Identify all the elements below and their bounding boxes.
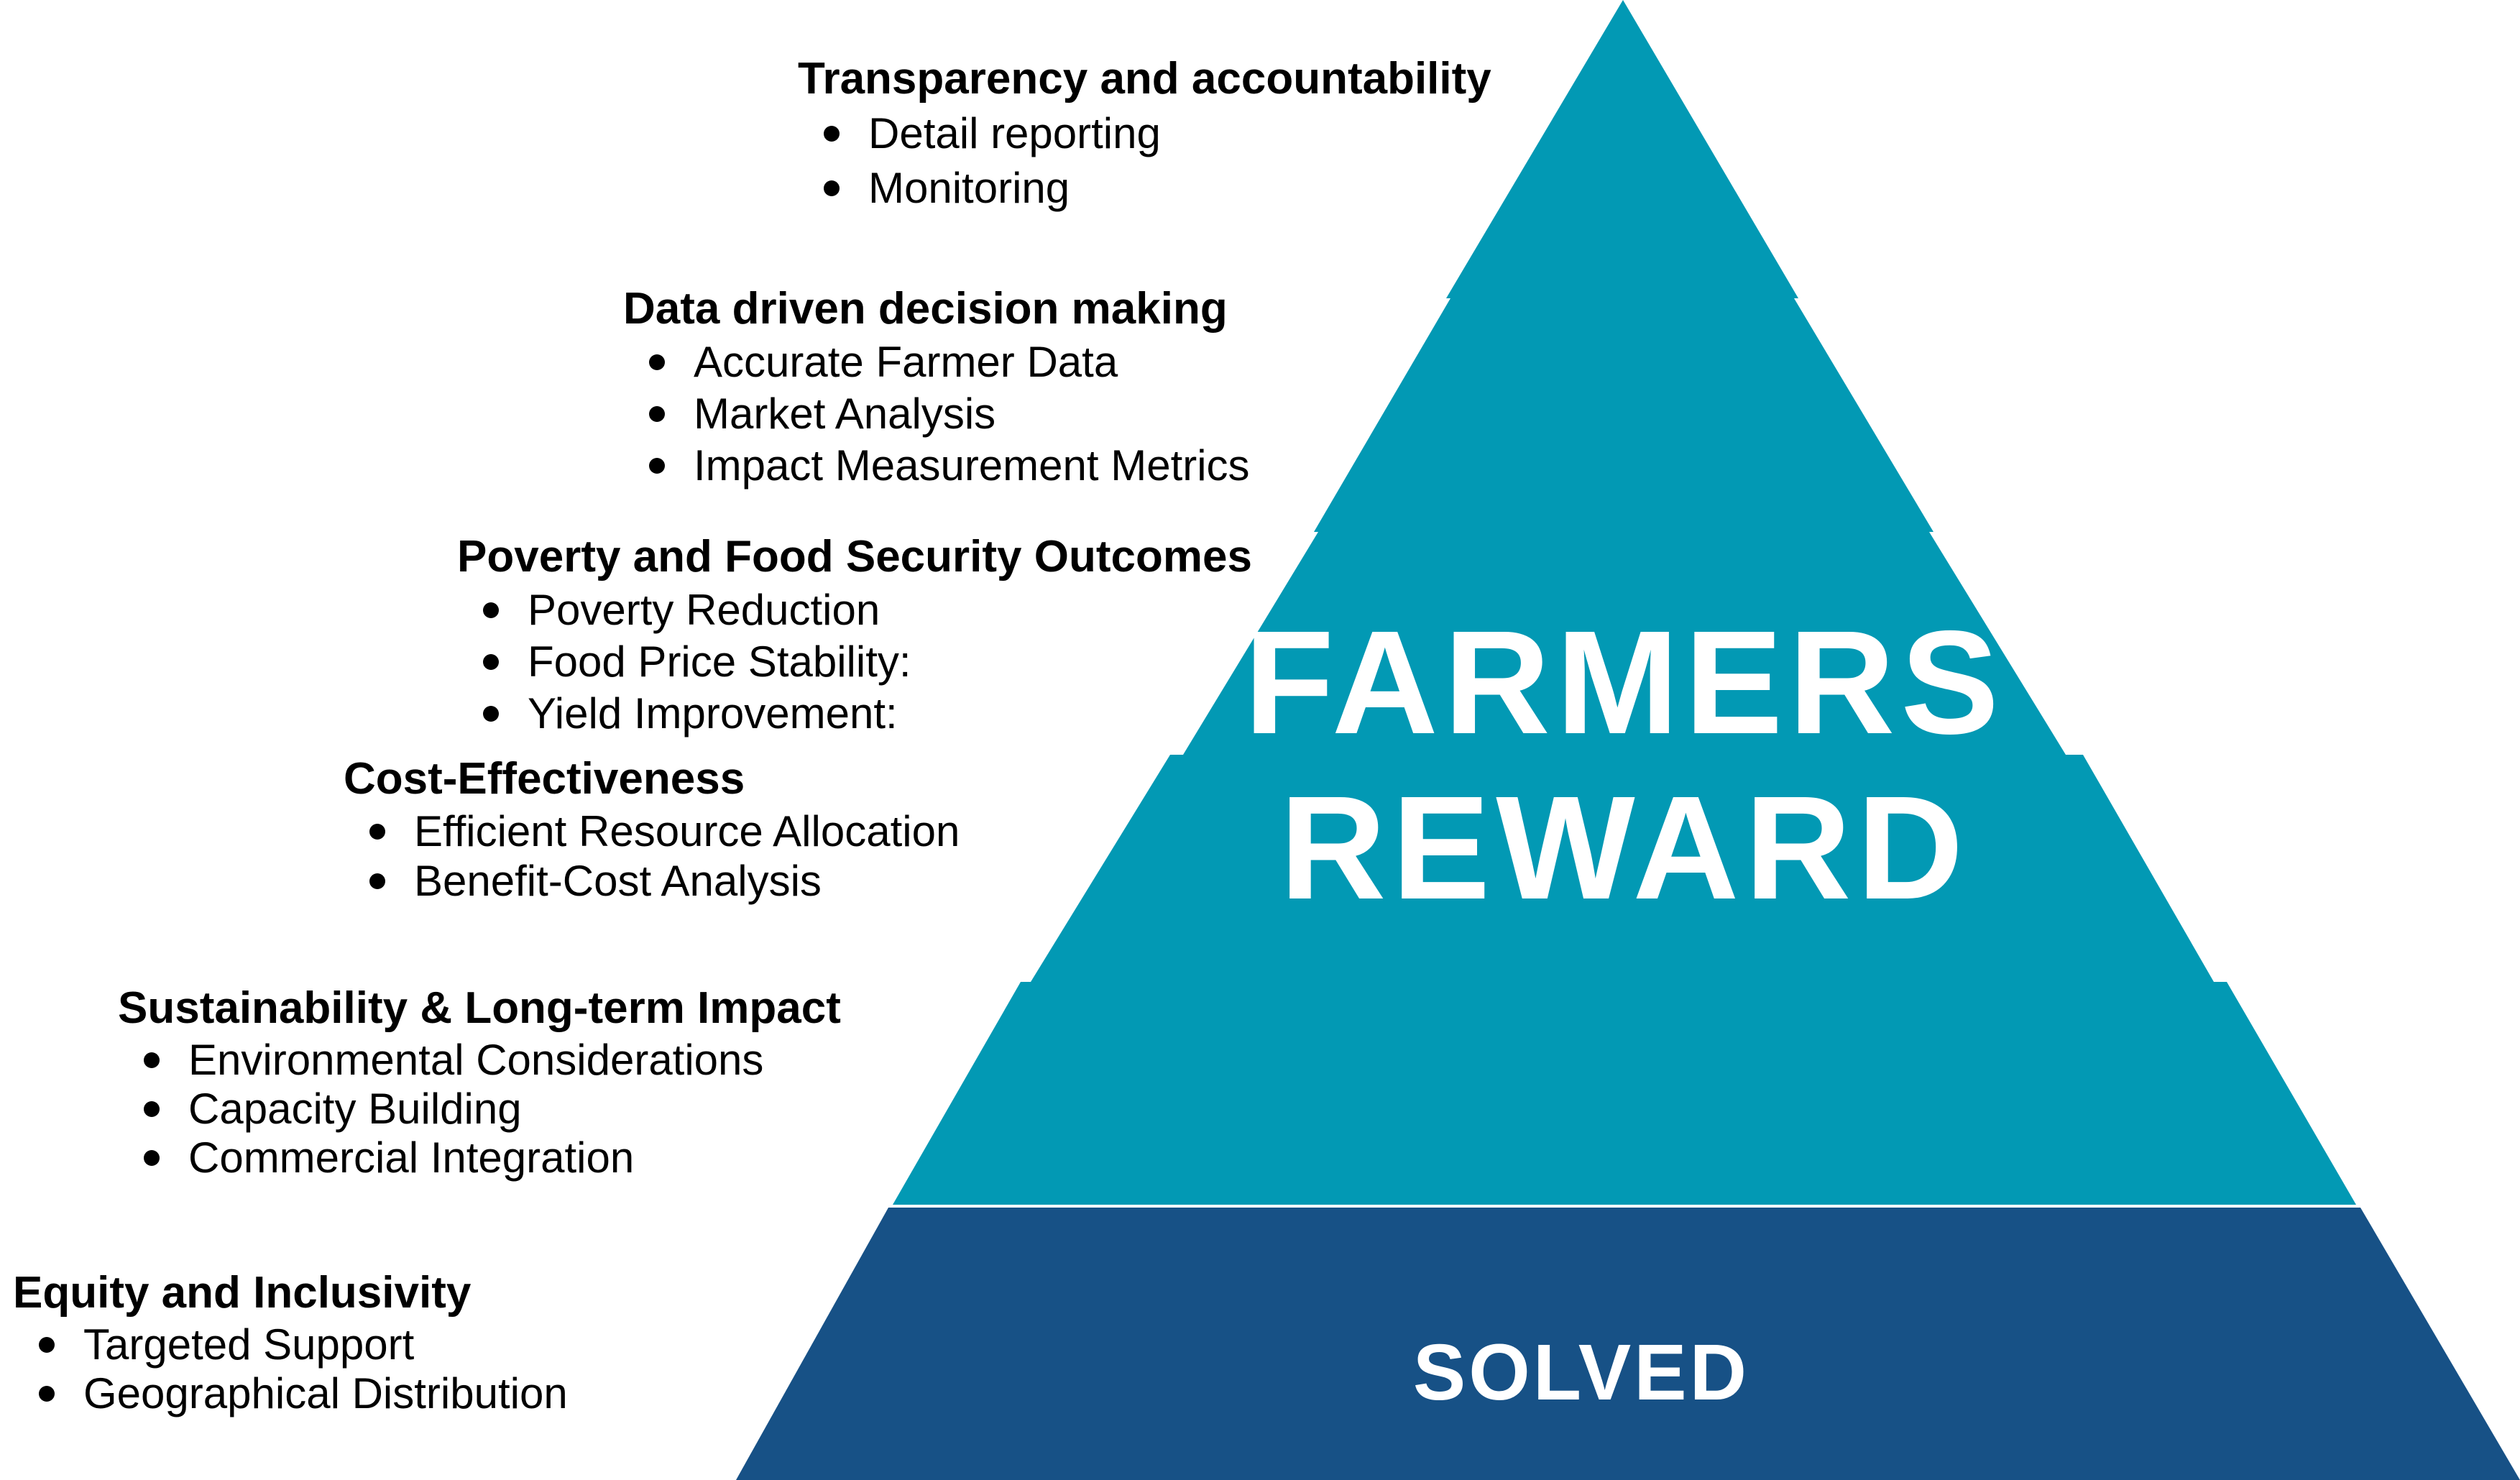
section-poverty-food-security: Poverty and Food Security Outcomes Pover… [457, 530, 1252, 740]
bullet-list: Efficient Resource Allocation Benefit-Co… [344, 806, 960, 906]
pyramid-tier-4 [1031, 755, 2214, 982]
pyramid-title-line-1: FARMERS [1243, 600, 2005, 765]
bullet-item: Food Price Stability: [483, 636, 1252, 688]
section-heading: Transparency and accountability [798, 54, 1491, 104]
section-cost-effectiveness: Cost-Effectiveness Efficient Resource Al… [344, 752, 960, 906]
section-transparency: Transparency and accountability Detail r… [798, 52, 1491, 216]
bullet-list: Poverty Reduction Food Price Stability: … [457, 584, 1252, 740]
section-heading: Poverty and Food Security Outcomes [457, 532, 1252, 582]
bullet-item: Detail reporting [824, 106, 1491, 161]
bullet-item: Geographical Distribution [39, 1369, 568, 1418]
bullet-item: Monitoring [824, 161, 1491, 216]
bullet-item: Efficient Resource Allocation [369, 806, 960, 856]
section-data-driven: Data driven decision making Accurate Far… [623, 282, 1250, 492]
section-heading: Data driven decision making [623, 284, 1228, 334]
pyramid-tier-1 [1446, 0, 1798, 298]
section-sustainability: Sustainability & Long-term Impact Enviro… [118, 981, 841, 1182]
bullet-item: Accurate Farmer Data [649, 336, 1250, 388]
pyramid-base-label: SOLVED [1412, 1328, 1750, 1417]
pyramid-tier-5 [893, 982, 2356, 1205]
bullet-item: Market Analysis [649, 388, 1250, 440]
bullet-list: Targeted Support Geographical Distributi… [13, 1320, 568, 1418]
bullet-item: Environmental Considerations [144, 1036, 841, 1085]
pyramid-base-tier [736, 1208, 2520, 1480]
section-equity-inclusivity: Equity and Inclusivity Targeted Support … [13, 1266, 568, 1418]
section-heading: Cost-Effectiveness [344, 754, 745, 804]
pyramid-tier-2 [1314, 298, 1933, 532]
bullet-item: Benefit-Cost Analysis [369, 856, 960, 906]
bullet-list: Accurate Farmer Data Market Analysis Imp… [623, 336, 1250, 492]
bullet-item: Targeted Support [39, 1320, 568, 1369]
section-heading: Sustainability & Long-term Impact [118, 983, 841, 1033]
bullet-list: Detail reporting Monitoring [798, 106, 1491, 216]
section-heading: Equity and Inclusivity [13, 1268, 472, 1318]
pyramid-title-line-2: REWARD [1279, 766, 1969, 930]
bullet-item: Commercial Integration [144, 1134, 841, 1182]
bullet-item: Impact Measurement Metrics [649, 440, 1250, 492]
bullet-item: Capacity Building [144, 1085, 841, 1134]
bullet-item: Yield Improvement: [483, 688, 1252, 740]
bullet-list: Environmental Considerations Capacity Bu… [118, 1036, 841, 1182]
pyramid-tier-3 [1183, 532, 2066, 755]
bullet-item: Poverty Reduction [483, 584, 1252, 636]
